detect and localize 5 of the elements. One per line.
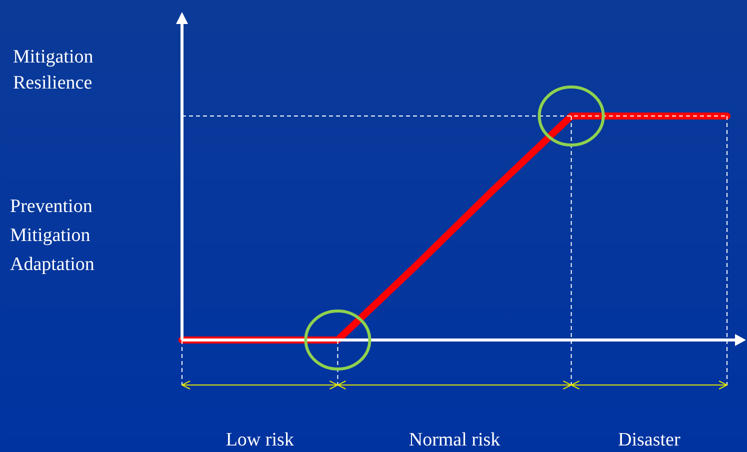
text: Normal risk [408,430,501,450]
text: Disaster [618,430,681,450]
text: Low risk [226,430,294,450]
text: Mitigation Resilience [13,46,94,94]
text: Prevention Mitigation Adaptation [10,196,95,275]
